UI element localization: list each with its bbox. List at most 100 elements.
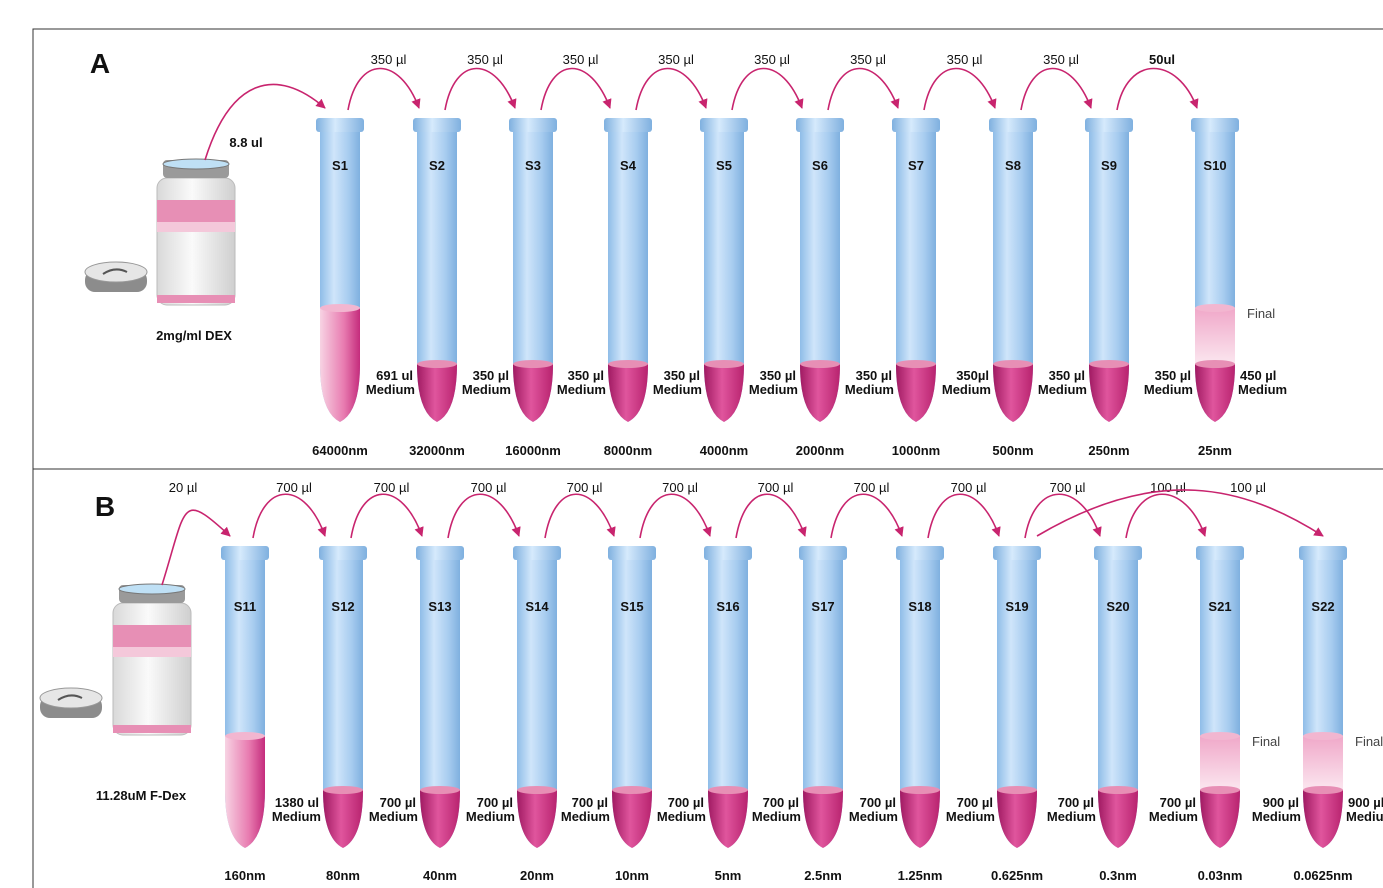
transfer-volume: 50ul [1149, 52, 1175, 67]
tube-s15 [608, 546, 656, 848]
medium-label: Medium [462, 382, 511, 397]
transfer-arrow [927, 493, 1001, 539]
transfer-arrow [1020, 67, 1093, 111]
transfer-arrow [1125, 493, 1207, 539]
tube-s3 [509, 118, 557, 422]
tube-s11 [221, 546, 269, 848]
medium-volume: 700 µl [860, 795, 896, 810]
stock-label: 11.28uM F-Dex [96, 788, 187, 803]
transfer-volume: 100 µl [1150, 480, 1186, 495]
transfer-volume: 350 µl [1043, 52, 1079, 67]
stock-label: 2mg/ml DEX [156, 328, 232, 343]
medium-label: Medium [1047, 809, 1096, 824]
medium-label: Medium [942, 382, 991, 397]
final-label: Final [1252, 734, 1280, 749]
transfer-volume: 700 µl [471, 480, 507, 495]
medium-volume: 350 µl [473, 368, 509, 383]
medium-label: Medium [1144, 382, 1193, 397]
concentration-label: 250nm [1088, 443, 1129, 458]
tube-label: S6 [812, 158, 828, 173]
medium-volume: 350 µl [1155, 368, 1191, 383]
medium-label: Medium [557, 382, 606, 397]
medium-label: Medium [272, 809, 321, 824]
medium-label: Medium [366, 382, 415, 397]
transfer-volume: 350 µl [850, 52, 886, 67]
tube-label: S12 [331, 599, 354, 614]
medium-volume: 900 µl [1348, 795, 1383, 810]
medium-label: Medium [946, 809, 995, 824]
transfer-volume: 700 µl [758, 480, 794, 495]
medium-volume: 350 µl [664, 368, 700, 383]
concentration-label: 500nm [992, 443, 1033, 458]
tube-s1 [316, 118, 364, 422]
medium-volume: 700 µl [668, 795, 704, 810]
tube-s2 [413, 118, 461, 422]
transfer-arrow [204, 83, 326, 161]
medium-volume: 700 µl [477, 795, 513, 810]
medium-label: Medium [466, 809, 515, 824]
transfer-arrow [447, 493, 521, 539]
medium-label: Medium [749, 382, 798, 397]
tube-s8 [989, 118, 1037, 422]
tube-s13 [416, 546, 464, 848]
medium-volume: 450 µl [1240, 368, 1276, 383]
concentration-label: 80nm [326, 868, 360, 883]
tube-label: S1 [332, 158, 348, 173]
medium-label: Medium [1149, 809, 1198, 824]
tube-s18 [896, 546, 944, 848]
tube-s12 [319, 546, 367, 848]
medium-label: Medium [561, 809, 610, 824]
concentration-label: 0.03nm [1198, 868, 1243, 883]
medium-volume: 350µl [956, 368, 989, 383]
transfer-volume: 700 µl [374, 480, 410, 495]
concentration-label: 1000nm [892, 443, 940, 458]
concentration-label: 40nm [423, 868, 457, 883]
concentration-label: 16000nm [505, 443, 561, 458]
tube-label: S7 [908, 158, 924, 173]
final-label: Final [1355, 734, 1383, 749]
transfer-volume: 100 µl [1230, 480, 1266, 495]
tube-s21 [1196, 546, 1244, 848]
medium-volume: 700 µl [1160, 795, 1196, 810]
transfer-arrow [350, 493, 424, 539]
medium-label: Medium [1238, 382, 1287, 397]
transfer-arrow [1036, 489, 1324, 537]
tube-s7 [892, 118, 940, 422]
medium-label: Medium [657, 809, 706, 824]
tube-s17 [799, 546, 847, 848]
transfer-arrow [1116, 67, 1199, 111]
tube-label: S13 [428, 599, 451, 614]
tube-label: S11 [234, 599, 256, 614]
medium-label: Medium [752, 809, 801, 824]
medium-label: Medium [845, 382, 894, 397]
concentration-label: 0.3nm [1099, 868, 1137, 883]
concentration-label: 5nm [715, 868, 742, 883]
vial-cap-icon [84, 261, 148, 292]
transfer-volume: 700 µl [854, 480, 890, 495]
medium-volume: 700 µl [380, 795, 416, 810]
concentration-label: 0.625nm [991, 868, 1043, 883]
tube-label: S20 [1106, 599, 1129, 614]
concentration-label: 1.25nm [898, 868, 943, 883]
tube-s20 [1094, 546, 1142, 848]
medium-volume: 350 µl [568, 368, 604, 383]
transfer-volume: 700 µl [951, 480, 987, 495]
tube-label: S15 [620, 599, 643, 614]
tube-label: S9 [1101, 158, 1117, 173]
concentration-label: 25nm [1198, 443, 1232, 458]
transfer-arrow [1024, 493, 1102, 539]
tube-label: S17 [811, 599, 834, 614]
transfer-volume: 350 µl [658, 52, 694, 67]
transfer-arrow [827, 67, 900, 111]
transfer-arrow [731, 67, 804, 111]
transfer-arrow [639, 493, 712, 539]
tube-label: S22 [1311, 599, 1334, 614]
medium-volume: 350 µl [760, 368, 796, 383]
medium-label: Medium [653, 382, 702, 397]
tube-label: S10 [1203, 158, 1226, 173]
transfer-arrow [161, 509, 231, 586]
stock-vial-icon [156, 158, 236, 306]
medium-volume: 700 µl [957, 795, 993, 810]
medium-label: Medium [849, 809, 898, 824]
tube-s6 [796, 118, 844, 422]
